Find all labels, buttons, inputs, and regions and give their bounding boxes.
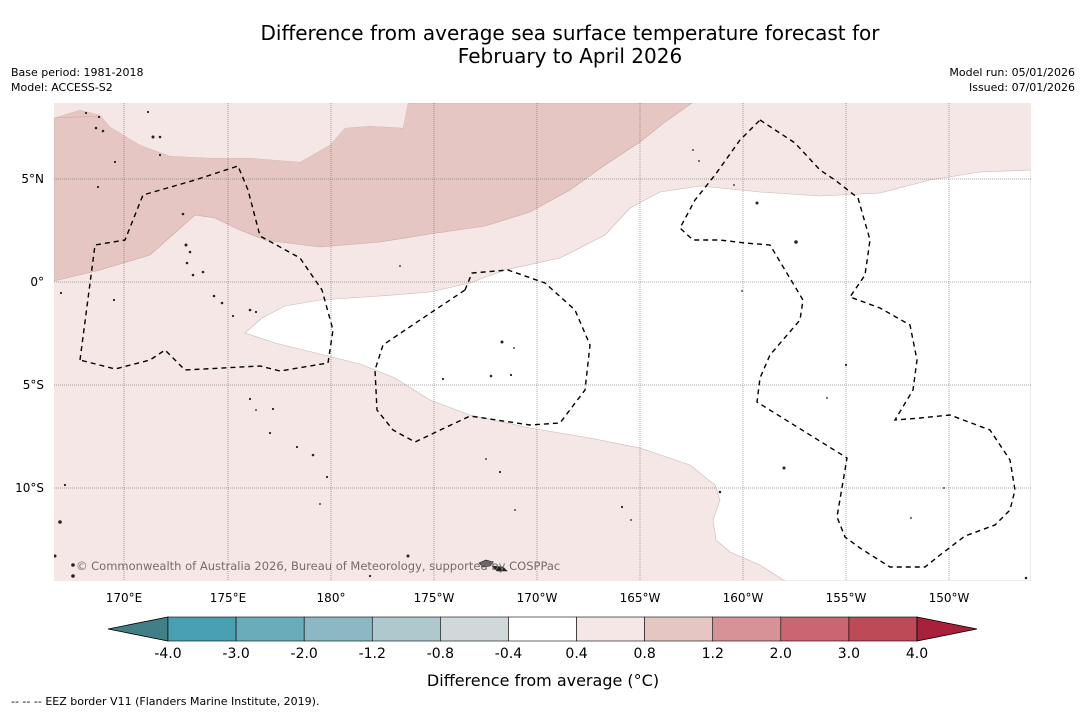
model-name: Model: ACCESS-S2 (11, 81, 113, 94)
lon-label-155w: 155°W (826, 591, 867, 605)
colorbar-segment (644, 616, 714, 642)
lon-label-180: 180° (317, 591, 346, 605)
colorbar-segment (303, 616, 373, 642)
chart-title: Difference from average sea surface temp… (0, 22, 1085, 68)
colorbar-extend-low (107, 616, 169, 642)
colorbar-tick-label: -4.0 (154, 646, 181, 662)
lon-label-170w: 170°W (517, 591, 558, 605)
lon-label-160w: 160°W (723, 591, 764, 605)
colorbar-tick-label: 0.8 (634, 646, 656, 662)
colorbar-segment (508, 616, 577, 642)
title-line-1: Difference from average sea surface temp… (260, 21, 880, 45)
colorbar-tick-labels: -4.0 -3.0 -2.0 -1.2 -0.8 -0.4 0.4 0.8 1.2 2.0 3.0 4… (154, 646, 928, 662)
map-area: © Commonwealth of Australia 2026, Bureau… (54, 103, 1031, 581)
colorbar-segment (848, 616, 918, 642)
lat-label-0: 0° (30, 275, 44, 289)
colorbar-segment (440, 616, 509, 642)
colorbar-tick-label: 0.4 (565, 646, 587, 662)
colorbar-segment (712, 616, 782, 642)
colorbar-segment (780, 616, 850, 642)
model-run: Model run: 05/01/2026 (949, 66, 1075, 79)
eez-border-line-islands (679, 119, 1016, 568)
colorbar-tick-label: 2.0 (770, 646, 792, 662)
colorbar: -4.0 -3.0 -2.0 -1.2 -0.8 -0.4 0.4 0.8 1.2 2.0 3.0 4… (107, 616, 978, 690)
eez-legend-symbol: -- -- -- (11, 695, 42, 708)
meta-left: Base period: 1981-2018 Model: ACCESS-S2 (11, 65, 143, 95)
eez-border-tokelau-phoenix (374, 269, 591, 443)
meta-right: Model run: 05/01/2026 Issued: 07/01/2026 (949, 65, 1075, 95)
colorbar-tick-label: -2.0 (291, 646, 318, 662)
colorbar-extend-high (916, 616, 978, 642)
lon-label-170e: 170°E (106, 591, 143, 605)
colorbar-title: Difference from average (°C) (427, 671, 659, 690)
eez-borders (79, 119, 1016, 568)
colorbar-tick-label: -0.4 (495, 646, 522, 662)
colorbar-segment (371, 616, 441, 642)
colorbar-segment (167, 616, 237, 642)
base-period: Base period: 1981-2018 (11, 66, 144, 79)
lat-label-10s: 10°S (15, 481, 44, 495)
colorbar-tick-label: 1.2 (702, 646, 724, 662)
lon-label-165w: 165°W (620, 591, 661, 605)
islands (54, 110, 1028, 580)
colorbar-segment (576, 616, 645, 642)
colorbar-tick-label: -1.2 (359, 646, 386, 662)
colorbar-tick-label: 4.0 (906, 646, 928, 662)
lon-label-175e: 175°E (210, 591, 247, 605)
colorbar-segments (167, 616, 918, 642)
lat-label-5s: 5°S (23, 378, 44, 392)
lat-label-5n: 5°N (21, 172, 44, 186)
eez-legend: -- -- -- EEZ border V11 (Flanders Marine… (11, 695, 319, 708)
anomaly-zone-light-top (54, 103, 408, 162)
issued-date: Issued: 07/01/2026 (968, 81, 1075, 94)
colorbar-tick-label: -3.0 (222, 646, 249, 662)
lon-label-150w: 150°W (929, 591, 970, 605)
eez-legend-text: EEZ border V11 (Flanders Marine Institut… (45, 695, 320, 708)
colorbar-tick-label: 3.0 (838, 646, 860, 662)
title-line-2: February to April 2026 (457, 44, 683, 68)
lon-label-175w: 175°W (414, 591, 455, 605)
colorbar-segment (235, 616, 305, 642)
copyright-notice: © Commonwealth of Australia 2026, Bureau… (76, 559, 560, 573)
latitude-labels: 5°N 0° 5°S 10°S (15, 172, 44, 495)
eez-border-kiribati-gilberts (79, 165, 334, 372)
anomaly-zone-neutral (244, 169, 1031, 581)
colorbar-tick-label: -0.8 (427, 646, 454, 662)
longitude-labels: 170°E 175°E 180° 175°W 170°W 165°W 160°W… (106, 591, 970, 605)
